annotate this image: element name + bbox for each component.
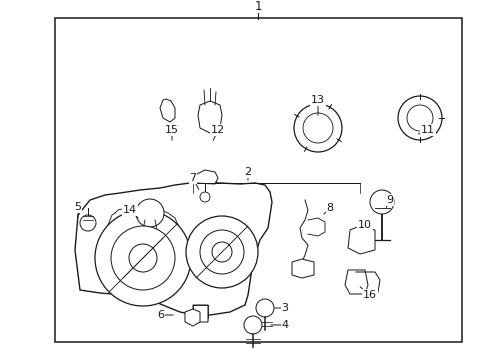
Text: 14: 14 — [122, 205, 137, 215]
Text: 5: 5 — [74, 202, 81, 212]
Circle shape — [95, 210, 191, 306]
Polygon shape — [345, 270, 367, 294]
Polygon shape — [160, 99, 175, 122]
Circle shape — [369, 190, 393, 214]
Text: 3: 3 — [281, 303, 288, 313]
Polygon shape — [347, 226, 374, 254]
Polygon shape — [198, 101, 222, 133]
Text: 4: 4 — [281, 320, 288, 330]
Circle shape — [397, 96, 441, 140]
Polygon shape — [75, 182, 271, 315]
Circle shape — [293, 104, 341, 152]
Text: 9: 9 — [386, 195, 393, 205]
Polygon shape — [193, 305, 207, 322]
Text: 11: 11 — [420, 125, 434, 135]
Polygon shape — [184, 309, 200, 326]
Circle shape — [303, 113, 332, 143]
Circle shape — [111, 226, 175, 290]
Text: 6: 6 — [157, 310, 164, 320]
Circle shape — [406, 105, 432, 131]
Circle shape — [200, 192, 209, 202]
Circle shape — [244, 316, 262, 334]
Text: 16: 16 — [362, 290, 376, 300]
Polygon shape — [291, 259, 313, 278]
Text: 10: 10 — [357, 220, 371, 230]
Circle shape — [256, 299, 273, 317]
Text: 8: 8 — [326, 203, 333, 213]
Bar — [55, 18, 461, 342]
Polygon shape — [195, 170, 218, 184]
Text: 15: 15 — [164, 125, 179, 135]
Circle shape — [185, 216, 258, 288]
Text: 13: 13 — [310, 95, 325, 105]
Circle shape — [129, 244, 157, 272]
Text: 2: 2 — [244, 167, 251, 177]
Circle shape — [80, 215, 96, 231]
Text: 7: 7 — [189, 173, 196, 183]
Circle shape — [200, 230, 244, 274]
Text: 1: 1 — [254, 0, 261, 13]
Circle shape — [212, 242, 231, 262]
Circle shape — [136, 199, 163, 227]
Text: 12: 12 — [210, 125, 224, 135]
